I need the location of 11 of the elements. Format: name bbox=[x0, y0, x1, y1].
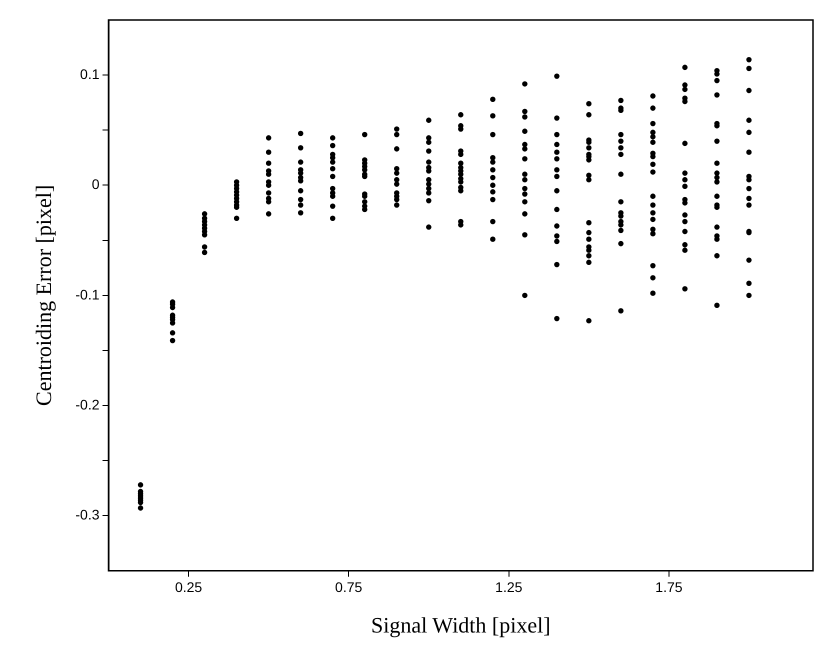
y-axis-title: Centroiding Error [pixel] bbox=[30, 184, 56, 406]
y-tick-label: -0.2 bbox=[75, 396, 100, 412]
x-tick-label: 1.75 bbox=[655, 579, 683, 596]
x-tick-label: 0.25 bbox=[174, 579, 202, 596]
x-tick-label: 0.75 bbox=[335, 579, 363, 596]
x-axis-title: Signal Width [pixel] bbox=[370, 612, 551, 638]
y-tick-label: 0 bbox=[92, 176, 100, 192]
y-tick-label: -0.3 bbox=[75, 506, 100, 523]
y-tick-label: 0.1 bbox=[80, 66, 100, 82]
x-tick-label: 1.25 bbox=[495, 579, 523, 596]
y-tick-label: -0.1 bbox=[75, 286, 100, 302]
